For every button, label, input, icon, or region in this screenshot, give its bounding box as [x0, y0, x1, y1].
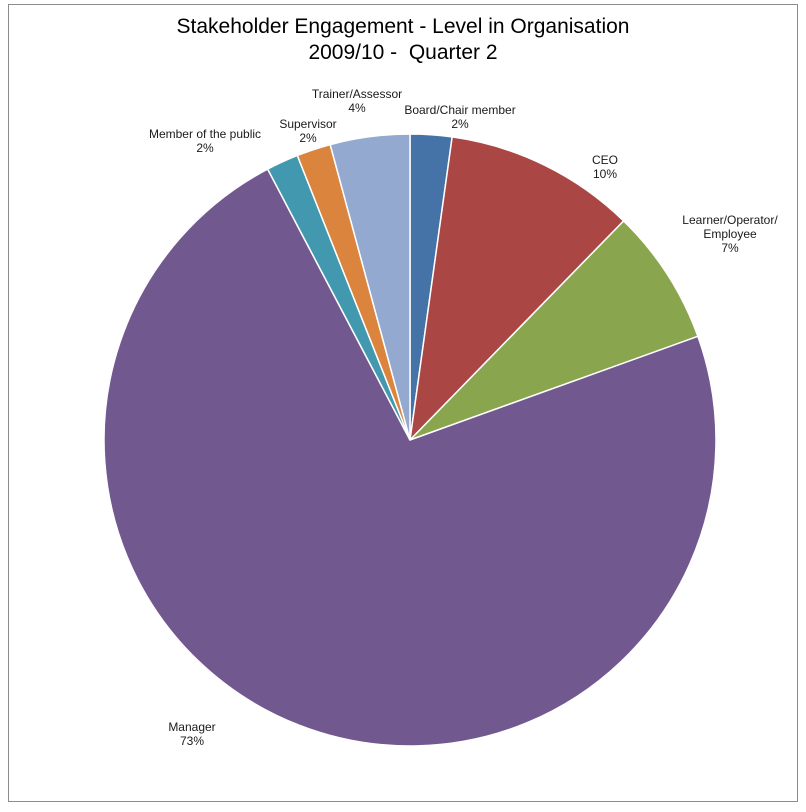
chart-subtitle: 2009/10 - Quarter 2: [308, 41, 498, 64]
pie-label-member-of-the-public: Member of the public 2%: [149, 127, 261, 155]
pie-slices: [103, 133, 717, 747]
pie-slice-ceo: [408, 136, 625, 443]
pie-labels: Board/Chair member 2% CEO 10% Learner/Operat…: [149, 87, 778, 748]
pie-slice-learner-operator-employee: [409, 219, 699, 441]
chart-title: Stakeholder Engagement - Level in Organi…: [176, 15, 630, 38]
pie-slice-trainer-assessor: [329, 133, 411, 441]
pie-label-manager: Manager 73%: [168, 720, 215, 748]
pie-label-board-chair-member: Board/Chair member 2%: [404, 103, 515, 131]
pie-label-supervisor: Supervisor 2%: [279, 117, 336, 145]
chart-title-block: Stakeholder Engagement - Level in Organi…: [0, 14, 806, 66]
pie-slice-manager: [103, 168, 717, 747]
pie-label-ceo: CEO 10%: [592, 153, 618, 181]
pie-label-learner-operator-employee: Learner/Operator/Employee 7%: [682, 213, 778, 255]
pie-label-trainer-assessor: Trainer/Assessor 4%: [312, 87, 402, 115]
